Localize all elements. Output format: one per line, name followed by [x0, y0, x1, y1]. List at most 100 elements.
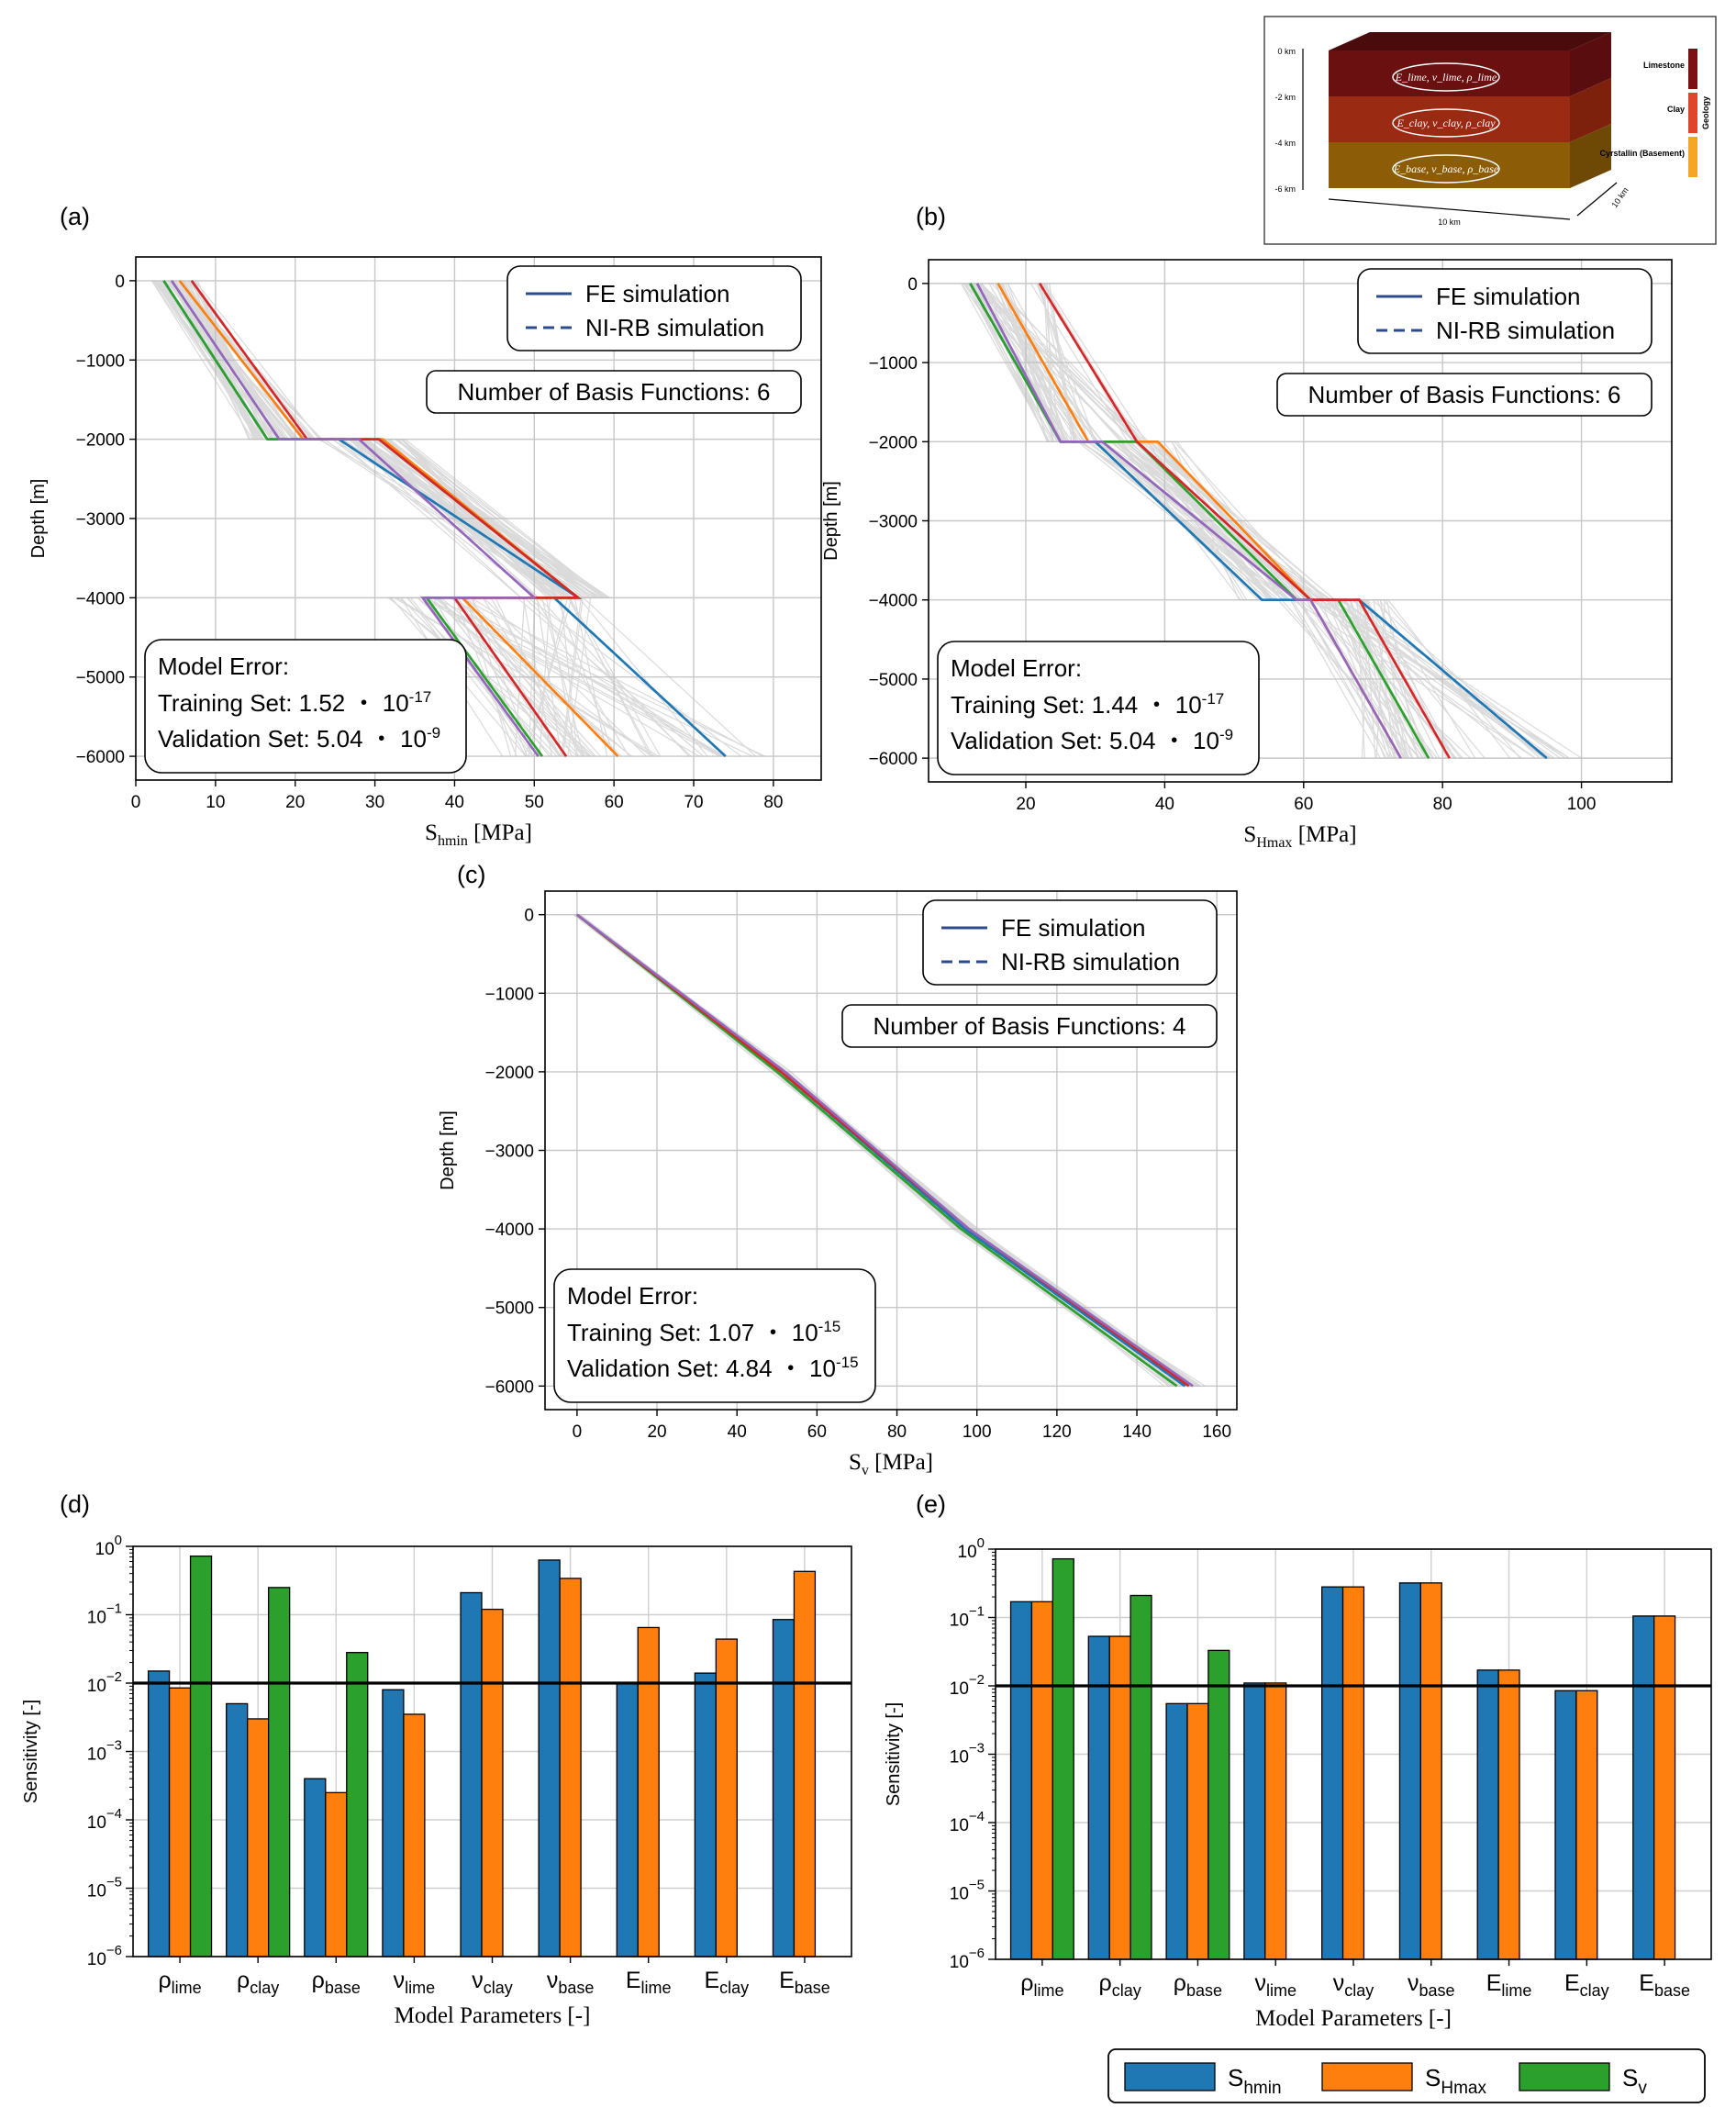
x-axis-label: Sv [MPa]	[849, 1450, 933, 1478]
error-line: Training Set: 1.52 ・ 10-17	[158, 688, 431, 717]
x-tick-label: 50	[525, 793, 544, 812]
panel-c: (c) 0 20 40 60 80 100 120 140 160 0 −1000 −2000 −3000…	[438, 861, 1238, 1478]
x-tick-label: 120	[1042, 1422, 1072, 1442]
y-tick-label: 10−5	[950, 1878, 985, 1904]
geology-swatch-lime	[1688, 49, 1697, 89]
y-tick-label: −4000	[869, 592, 918, 611]
y-tick-base: 10	[87, 1813, 106, 1833]
y-tick-base: 10	[87, 1746, 106, 1765]
bar-SHmax-0	[168, 1687, 192, 1957]
x-tick-label: 20	[285, 793, 305, 812]
ensemble-line	[181, 280, 584, 757]
error-exponent: -9	[427, 724, 440, 742]
legend-box	[922, 899, 1218, 986]
param-symbol: ρ	[237, 1968, 250, 1993]
x-tick-label: 100	[963, 1422, 992, 1442]
bar-SHmax-5	[559, 1578, 582, 1957]
bar-SHmax-8	[1653, 1615, 1676, 1960]
x-tick-label: 20	[1016, 795, 1035, 814]
error-title: Model Error:	[951, 654, 1082, 682]
param-symbol: E	[626, 1968, 641, 1993]
param-sub: lime	[641, 1979, 672, 1997]
bar-Shmin-5	[1398, 1582, 1421, 1960]
panel-b: (b) 20 40 60 80 100 0 −1000 −2000 −3000 −4000 −5000…	[821, 203, 1673, 851]
ensemble-line	[1002, 283, 1570, 759]
y-tick-label: −4000	[485, 1221, 534, 1240]
ensemble-line	[974, 283, 1463, 759]
param-sub: lime	[405, 1979, 435, 1997]
bar-SHmax-3	[403, 1713, 426, 1957]
y-axis-label: Depth [m]	[821, 481, 841, 561]
bar-Shmin-7	[1554, 1690, 1577, 1960]
y-tick-exp: −4	[106, 1806, 122, 1822]
series-dash-4	[975, 283, 1402, 759]
x-axis-label: SHmax [MPa]	[1243, 822, 1356, 851]
series-dash-0	[969, 283, 1548, 760]
y-tick-label: −3000	[869, 513, 918, 532]
error-box	[937, 641, 1260, 775]
x-tick-label: Ebase	[779, 1968, 830, 1997]
ensemble-line	[168, 280, 592, 757]
y-tick-label: −3000	[485, 1143, 534, 1162]
param-sub: base	[1419, 1981, 1455, 2000]
bar-Sv-0	[189, 1555, 213, 1957]
layer-params-clay: E_clay, ν_clay, ρ_clay	[1396, 117, 1496, 129]
x-tick-label: 0	[573, 1422, 583, 1442]
ensemble-line	[981, 283, 1536, 759]
bar-Shmin-2	[1165, 1702, 1188, 1960]
times-dot: ・ 10	[1138, 691, 1201, 719]
y-tick-label: 10−6	[87, 1943, 122, 1969]
error-box	[553, 1268, 876, 1403]
y-tick-base: 10	[958, 1543, 977, 1562]
y-tick-exp: −1	[106, 1601, 122, 1617]
y-tick-label: 10−3	[87, 1738, 122, 1765]
bar-legend-swatch-v	[1519, 2062, 1610, 2091]
ensemble-line	[967, 283, 1451, 759]
x-tick-label: 10	[206, 793, 225, 812]
legend-fe-label: FE simulation	[585, 280, 730, 307]
x-tick-label: νbase	[547, 1968, 595, 1997]
x-tick-label: 140	[1122, 1422, 1152, 1442]
bar-legend-label-Hmax: SHmax	[1425, 2064, 1486, 2098]
legend-sub: hmin	[1243, 2079, 1281, 2098]
layer-ellipse-base	[1392, 154, 1500, 184]
x-axis-label: Shmin [MPa]	[425, 820, 532, 849]
series-dash-1	[178, 280, 619, 758]
legend-fe-label: FE simulation	[1436, 283, 1581, 310]
bar-Sv-1	[268, 1587, 291, 1957]
ensemble-line	[172, 280, 584, 757]
ensemble-line	[1005, 283, 1472, 759]
param-sub: clay	[250, 1979, 279, 1997]
param-symbol: ν	[394, 1968, 406, 1993]
x-tick-label: ρbase	[1174, 1970, 1222, 2000]
legend-nirb-label: NI-RB simulation	[1436, 317, 1615, 344]
x-tick-label: 30	[365, 793, 384, 812]
bar-SHmax-4	[1341, 1586, 1365, 1960]
block-side-clay	[1570, 78, 1611, 142]
bar-legend-swatch-Hmax	[1321, 2062, 1413, 2091]
depth-label: -4 km	[1275, 139, 1296, 148]
param-sub: clay	[484, 1979, 513, 1997]
x-axis-label-sub: hmin	[438, 833, 468, 849]
bar-Shmin-1	[226, 1702, 249, 1957]
y-tick-label: −3000	[76, 510, 125, 530]
x-axis-label-main: S	[849, 1450, 862, 1475]
y-tick-exp: −6	[969, 1946, 985, 1961]
y-tick-label: 10−1	[950, 1604, 985, 1631]
y-tick-base: 10	[87, 1950, 106, 1969]
panel-label: (a)	[60, 203, 90, 230]
bar-Shmin-2	[304, 1778, 327, 1957]
y-tick-base: 10	[950, 1612, 969, 1631]
x-tick-label: 70	[684, 793, 703, 812]
legend-sub: v	[1638, 2079, 1647, 2098]
x-tick-label: ρclay	[1099, 1970, 1141, 2000]
y-tick-exp: −1	[969, 1604, 985, 1620]
series-dash-3	[576, 913, 1194, 1388]
block-front-base	[1329, 142, 1570, 188]
param-symbol: ν	[1333, 1970, 1345, 1996]
ensemble-line	[974, 283, 1389, 759]
y-tick-label: 10−4	[87, 1806, 122, 1833]
error-value: Training Set: 1.44	[951, 691, 1138, 719]
param-symbol: E	[1564, 1970, 1580, 1996]
param-sub: lime	[172, 1979, 202, 1997]
